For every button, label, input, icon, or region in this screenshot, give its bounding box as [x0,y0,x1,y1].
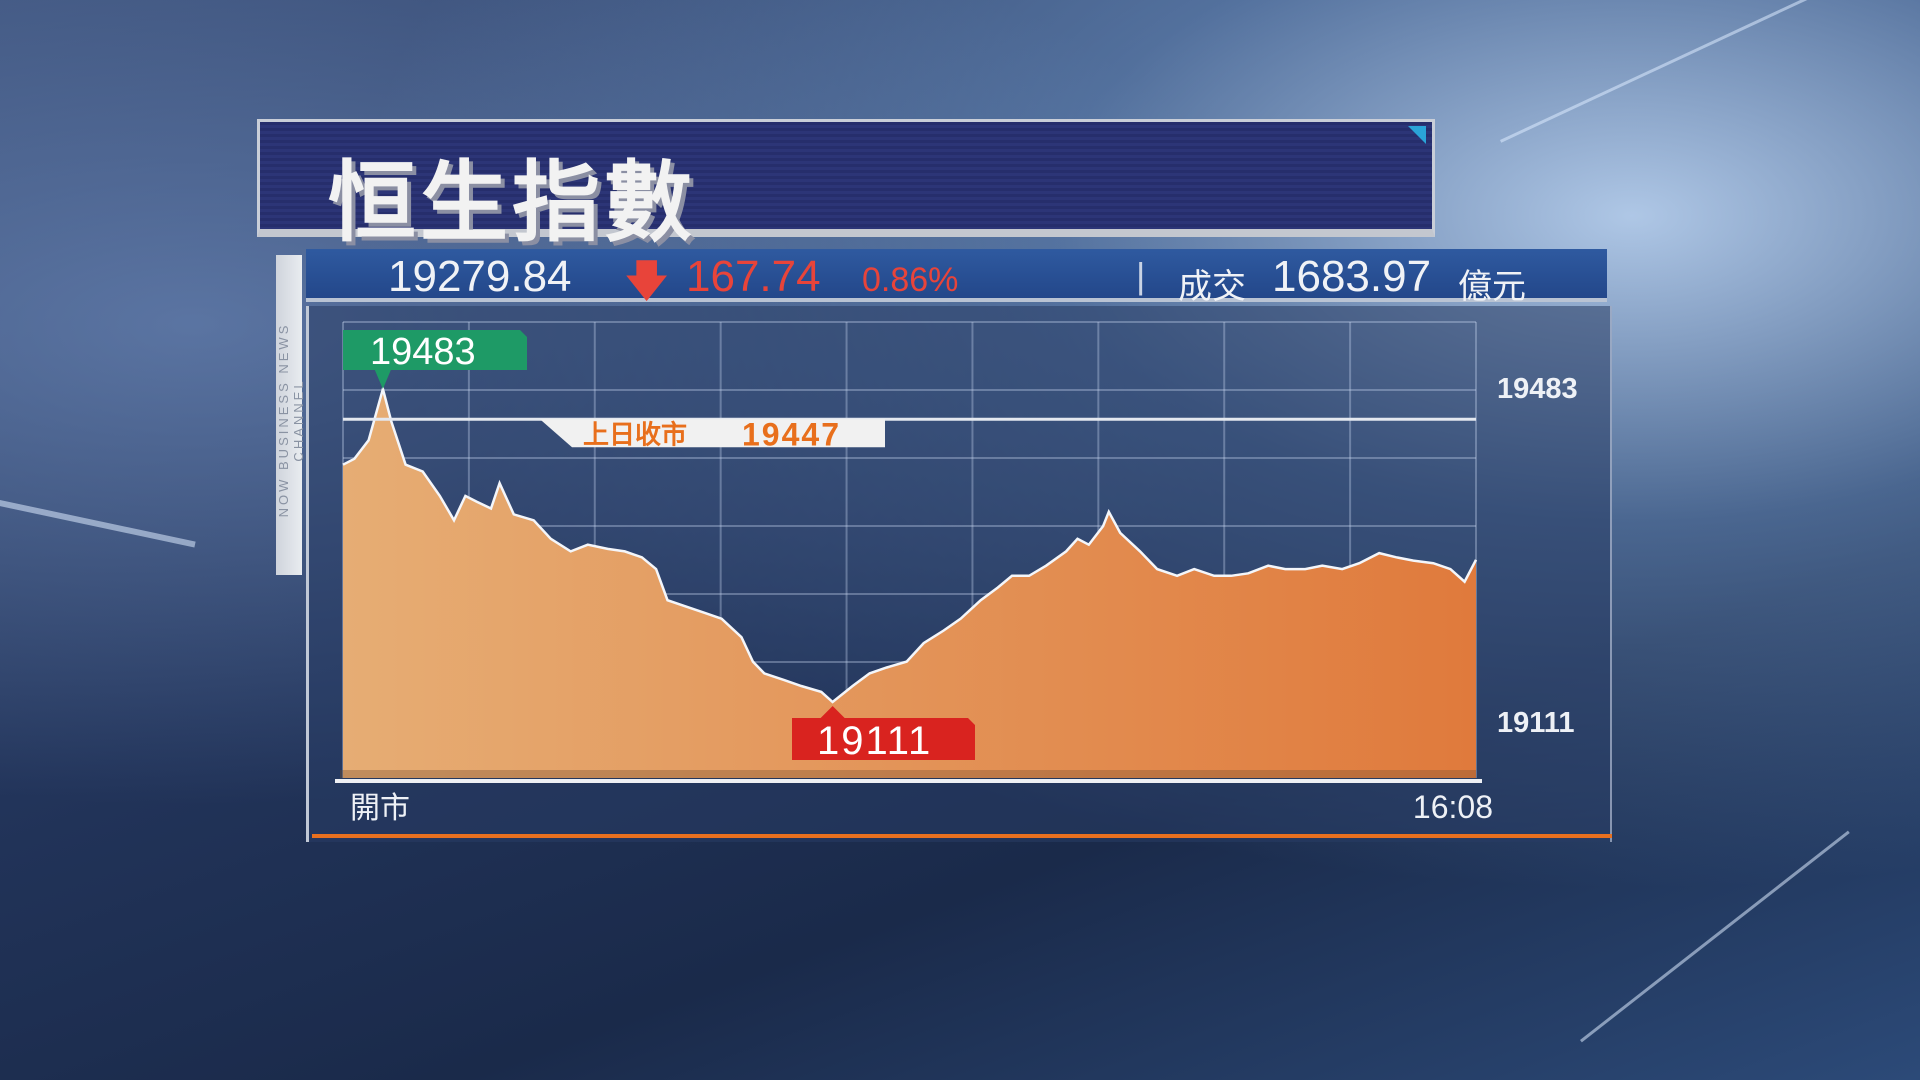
index-line [342,384,1478,704]
low-label-text: 19111 [817,719,932,763]
high-label: 19483 [343,330,527,389]
change-percent: 0.86% [862,261,959,299]
ticker-bar: 19279.84 🡇 167.74 0.86% | 成交 1683.97 億元 [306,249,1607,306]
x-start-label: 開市 [350,791,410,826]
low-label: 19111 [792,706,975,763]
turnover-value: 1683.97 [1272,252,1432,301]
divider: | [1136,255,1146,296]
turnover-unit: 億元 [1458,268,1526,306]
prev-close-value: 19447 [742,416,841,452]
index-title: 恒生指數 [328,151,697,254]
corner-accent [1408,126,1426,144]
right-axis-low: 19111 [1497,707,1574,739]
high-label-text: 19483 [370,331,476,373]
arrow-down-icon: 🡇 [624,257,670,306]
prev-close-text: 上日收市 [583,419,687,450]
x-end-label: 16:08 [1413,789,1493,825]
last-price: 19279.84 [388,252,572,301]
area-base-shadow [340,770,1476,778]
turnover-label: 成交 [1178,268,1246,306]
change-value: 167.74 [686,252,821,301]
index-area [343,389,1476,778]
right-axis-high: 19483 [1497,373,1578,405]
title-banner: 恒生指數 [257,119,1435,254]
channel-branding: NOW BUSINESS NEWS CHANNEL [276,255,306,575]
prev-close-label: 上日收市 19447 [540,416,885,452]
